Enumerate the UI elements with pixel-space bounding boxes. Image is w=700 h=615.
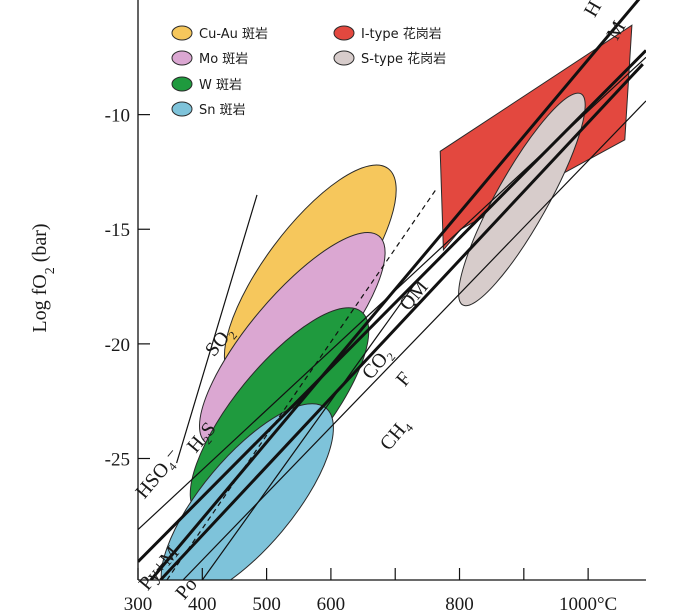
line-qfm: [159, 63, 644, 580]
y-tick-label-10: -10: [105, 106, 130, 127]
x-tick-label-500: 500: [252, 594, 281, 615]
axes: 300 400 500 600 800 1000°C -10 -15 -20 -25: [105, 0, 646, 615]
legend-entry-w: W 斑岩: [171, 76, 242, 93]
legend-swatch-mo: [171, 50, 193, 66]
legend-swatch-s_type: [333, 50, 355, 66]
legend-entry-s_type: S-type 花岗岩: [333, 50, 446, 67]
x-tick-label-600: 600: [317, 594, 346, 615]
line-so2-h2s: [138, 56, 646, 531]
legend-entry-cu_au: Cu-Au 斑岩: [171, 25, 268, 42]
x-tick-label-800: 800: [445, 594, 474, 615]
buffer-lines: [138, 0, 646, 580]
line-h: [149, 0, 641, 580]
y-axis-title: Log fO2 (bar): [29, 223, 58, 332]
y-tick-label-20: -20: [105, 335, 130, 356]
x-tick-label-1000: 1000°C: [559, 594, 617, 615]
legend-swatch-sn: [171, 101, 193, 117]
line-py-m-po: [166, 187, 438, 580]
legend-entry-mo: Mo 斑岩: [171, 50, 248, 67]
legend-swatch-i_type: [333, 25, 355, 41]
legend-entry-sn: Sn 斑岩: [171, 101, 246, 118]
legend-entry-i_type: I-type 花岗岩: [333, 25, 442, 42]
x-tick-label-300: 300: [124, 594, 153, 615]
curve-label-0: H: [580, 0, 606, 21]
legend-label-mo: Mo 斑岩: [199, 52, 248, 67]
curve-label-3: F: [392, 368, 416, 391]
legend: Cu-Au 斑岩 Mo 斑岩 W 斑岩 Sn 斑岩 I-type 花岗岩 S-type 花…: [171, 25, 446, 118]
line-co2-ch4: [201, 283, 415, 580]
curve-label-8: HSO₄⁻: [131, 445, 185, 503]
legend-swatch-cu_au: [171, 25, 193, 41]
y-tick-label-15: -15: [105, 220, 130, 241]
line-hso4-h2s: [176, 194, 258, 464]
line-m: [138, 49, 646, 563]
x-tick-label-400: 400: [188, 594, 217, 615]
legend-label-w: W 斑岩: [199, 78, 242, 93]
legend-label-sn: Sn 斑岩: [199, 103, 246, 118]
y-tick-label-25: -25: [105, 450, 130, 471]
legend-label-i_type: I-type 花岗岩: [361, 26, 442, 42]
legend-label-cu_au: Cu-Au 斑岩: [199, 27, 268, 42]
curve-label-7: CH₄: [376, 414, 415, 455]
legend-swatch-w: [171, 76, 193, 92]
field-s_type: [458, 92, 586, 307]
legend-label-s_type: S-type 花岗岩: [361, 51, 446, 67]
